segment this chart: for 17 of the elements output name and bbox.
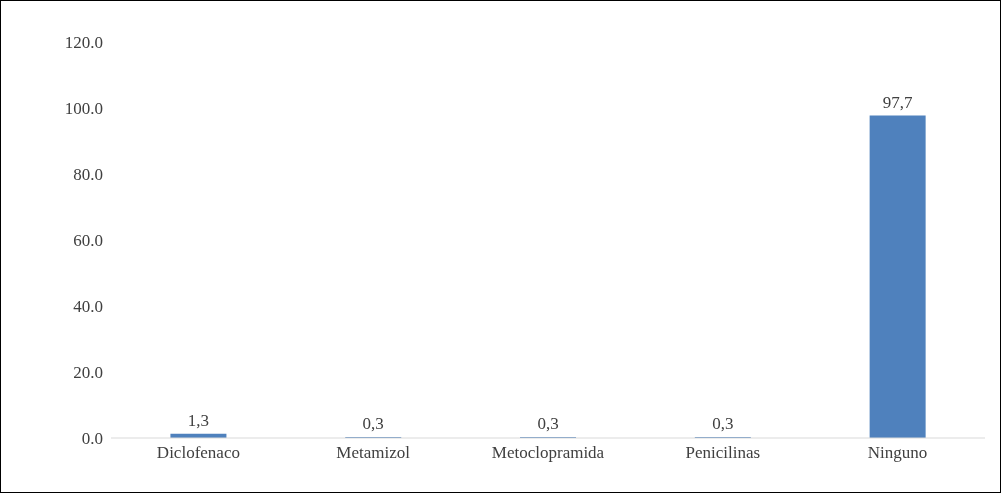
y-tick-label: 0.0 (81, 429, 103, 449)
y-tick-label: 20.0 (73, 363, 103, 383)
y-tick-label: 60.0 (73, 231, 103, 251)
data-label: 0,3 (712, 414, 734, 434)
y-tick-label: 100.0 (64, 99, 103, 119)
y-tick-label: 40.0 (73, 297, 103, 317)
data-label: 97,7 (882, 92, 914, 112)
data-label: 1,3 (187, 410, 210, 430)
x-tick-label: Metoclopramida (491, 443, 605, 463)
data-label: 0,3 (362, 414, 384, 434)
data-label: 0,3 (537, 414, 559, 434)
x-tick-label: Penicilinas (685, 443, 761, 463)
x-tick-label: Diclofenaco (156, 443, 240, 463)
y-tick-label: 80.0 (73, 165, 103, 185)
x-tick-label: Ninguno (867, 443, 928, 463)
x-tick-label: Metamizol (336, 443, 411, 463)
y-tick-label: 120.0 (64, 33, 103, 53)
